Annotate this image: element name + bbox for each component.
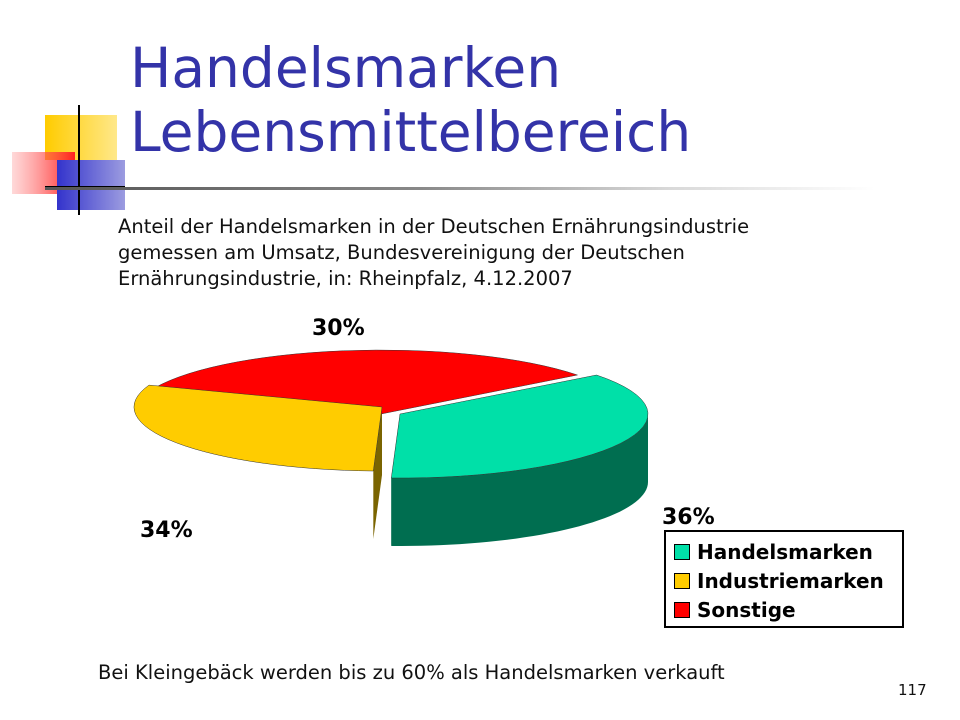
pie-label-sonstige: 34% (140, 518, 193, 543)
legend-label-industriemarken: Industriemarken (697, 568, 884, 593)
legend-item-sonstige: Sonstige (674, 595, 902, 624)
pie-label-handelsmarken: 36% (662, 505, 715, 530)
pie-side-handelsmarken (391, 414, 648, 546)
legend-item-handelsmarken: Handelsmarken (674, 537, 902, 566)
chart-legend: Handelsmarken Industriemarken Sonstige (664, 530, 904, 628)
chart-caption: Anteil der Handelsmarken in der Deutsche… (118, 214, 838, 292)
legend-item-industriemarken: Industriemarken (674, 566, 902, 595)
caption-line-2: gemessen am Umsatz, Bundesvereinigung de… (118, 241, 685, 264)
corner-decoration (12, 105, 125, 215)
footer-note: Bei Kleingebäck werden bis zu 60% als Ha… (98, 661, 725, 684)
pie-label-industriemarken: 30% (312, 316, 365, 341)
legend-swatch-industriemarken (674, 572, 690, 589)
caption-line-1: Anteil der Handelsmarken in der Deutsche… (118, 215, 750, 238)
caption-line-3: Ernährungsindustrie, in: Rheinpfalz, 4.1… (118, 267, 573, 290)
legend-label-sonstige: Sonstige (697, 597, 796, 622)
pie-slice-industriemarken (133, 384, 383, 472)
title-line-1: Handelsmarken (130, 36, 562, 100)
slide-title: Handelsmarken Lebensmittelbereich (130, 36, 890, 164)
title-underline (45, 187, 875, 190)
deco-blue-square (57, 160, 125, 210)
legend-swatch-handelsmarken (674, 543, 690, 560)
page-number: 117 (898, 681, 927, 699)
title-line-2: Lebensmittelbereich (130, 100, 692, 164)
legend-label-handelsmarken: Handelsmarken (697, 539, 873, 564)
legend-swatch-sonstige (674, 601, 690, 618)
pie-face-industriemarken (373, 407, 382, 539)
deco-vertical-line (78, 105, 80, 215)
pie-slice-handelsmarken (391, 374, 649, 479)
